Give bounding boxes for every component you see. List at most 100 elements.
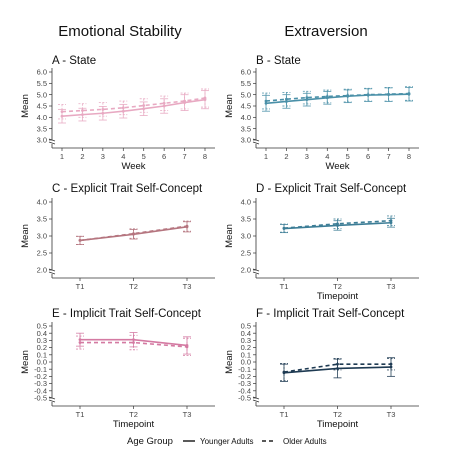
data-point	[336, 367, 339, 370]
y-tick-label: 0.0	[37, 358, 47, 367]
data-point	[121, 109, 125, 113]
y-tick-label: 0.3	[241, 336, 251, 345]
panel-title: B - State	[256, 55, 301, 67]
y-tick-label: -0.4	[34, 386, 47, 395]
y-tick-label: 5.5	[37, 79, 47, 88]
y-tick-label: 0.5	[37, 322, 47, 331]
data-point	[282, 370, 286, 374]
x-tick-label-6: 6	[162, 152, 166, 161]
data-point	[336, 362, 339, 366]
x-axis-label: Week	[325, 161, 349, 172]
x-tick-label-2: 2	[284, 152, 288, 161]
data-point	[285, 97, 288, 101]
y-tick-label: 0.4	[37, 329, 47, 338]
data-point	[142, 107, 146, 111]
column-title-extraversion: Extraversion	[284, 23, 367, 40]
x-tick-label-t3: T3	[387, 410, 396, 419]
x-tick-label-3: 3	[101, 152, 105, 161]
y-tick-label: -0.2	[34, 372, 47, 381]
series-older-adults	[280, 357, 395, 382]
data-point	[366, 93, 370, 97]
data-point	[264, 101, 268, 105]
x-tick-label-1: 1	[60, 152, 64, 161]
series-older-adults	[76, 220, 191, 245]
column-title-emotional-stability: Emotional Stability	[58, 23, 182, 40]
series-line-older-adults	[79, 225, 188, 242]
y-tick-label: 3.0	[241, 136, 251, 145]
y-tick-label: 0.4	[241, 329, 251, 338]
data-point	[132, 232, 135, 236]
series-older-adults	[58, 88, 209, 120]
data-point	[132, 341, 135, 344]
y-tick-label: 0.2	[37, 343, 47, 352]
x-tick-label-8: 8	[407, 152, 411, 161]
data-point	[336, 222, 339, 226]
data-point	[185, 345, 189, 349]
x-axis-label: Week	[121, 161, 145, 172]
data-point	[78, 239, 82, 242]
y-tick-label: 6.0	[37, 68, 47, 77]
x-axis-label: Timepoint	[317, 419, 359, 430]
x-tick-label-4: 4	[121, 152, 125, 161]
x-tick-label-t1: T1	[76, 410, 85, 419]
y-tick-label: 4.0	[241, 113, 251, 122]
x-tick-label-t2: T2	[333, 282, 342, 291]
data-point	[185, 224, 189, 228]
legend-title: Age Group	[127, 436, 173, 447]
y-tick-label: 0.1	[37, 350, 47, 359]
y-tick-label: -0.5	[34, 394, 47, 403]
data-point	[101, 108, 105, 111]
series-older-adults	[262, 86, 413, 110]
y-tick-label: 4.5	[37, 102, 47, 111]
panel-title: A - State	[52, 55, 96, 67]
y-tick-label: 0.1	[241, 350, 251, 359]
series-younger-adults	[262, 86, 413, 112]
data-point	[142, 104, 146, 107]
y-tick-label: 4.0	[37, 198, 47, 207]
legend-older-adults: Older Adults	[283, 437, 327, 446]
panel-title: C - Explicit Trait Self-Concept	[52, 183, 203, 195]
panel-title: E - Implicit Trait Self-Concept	[52, 308, 202, 320]
x-tick-label-4: 4	[325, 152, 329, 161]
panel-d-explicit-trait: D - Explicit Trait Self-Concept 2.0 2.5 3.0…	[224, 183, 419, 302]
x-tick-label-5: 5	[346, 152, 350, 161]
x-tick-label-6: 6	[366, 152, 370, 161]
y-tick-label: 3.5	[241, 215, 251, 224]
panel-a-state: A - State 3.0 3.5 4.0 4.5 5.0 5.5 6.0 1 2 3 4 5 6 7 8 We…	[20, 55, 215, 172]
y-tick-label: 2.5	[241, 249, 251, 258]
series-line-younger-adults	[61, 98, 206, 117]
y-tick-label: 5.5	[241, 79, 251, 88]
x-tick-label-8: 8	[203, 152, 207, 161]
data-point	[305, 96, 309, 100]
x-tick-label-t1: T1	[280, 282, 289, 291]
x-axis-label: Timepoint	[113, 419, 155, 430]
y-tick-label: 2.0	[37, 266, 47, 275]
y-tick-label: -0.3	[238, 379, 251, 388]
y-tick-label: -0.1	[238, 365, 251, 374]
panel-title: D - Explicit Trait Self-Concept	[256, 183, 407, 195]
x-tick-label-5: 5	[142, 152, 146, 161]
x-tick-label-t3: T3	[387, 282, 396, 291]
data-point	[407, 92, 411, 95]
legend: Age Group Younger Adults Older Adults	[127, 436, 327, 447]
panel-c-explicit-trait: C - Explicit Trait Self-Concept 2.0 2.5 3.0…	[20, 183, 215, 291]
y-tick-label: 4.0	[37, 113, 47, 122]
y-axis-label: Mean	[20, 224, 31, 248]
y-tick-label: 3.5	[241, 124, 251, 133]
x-tick-label-t1: T1	[280, 410, 289, 419]
x-tick-label-t2: T2	[129, 410, 138, 419]
data-point	[282, 226, 286, 230]
y-tick-label: -0.3	[34, 379, 47, 388]
y-axis-label: Mean	[224, 350, 235, 374]
y-axis-label: Mean	[224, 224, 235, 248]
y-tick-label: 3.0	[37, 232, 47, 241]
panel-f-implicit-trait: F - Implicit Trait Self-Concept-0.5-0.4-…	[224, 308, 419, 430]
legend-younger-adults: Younger Adults	[200, 437, 254, 446]
y-tick-label: 2.0	[241, 266, 251, 275]
x-tick-label-3: 3	[305, 152, 309, 161]
y-tick-label: 3.5	[37, 124, 47, 133]
x-tick-label-t3: T3	[183, 282, 192, 291]
data-point	[60, 110, 64, 114]
data-point	[121, 106, 125, 110]
